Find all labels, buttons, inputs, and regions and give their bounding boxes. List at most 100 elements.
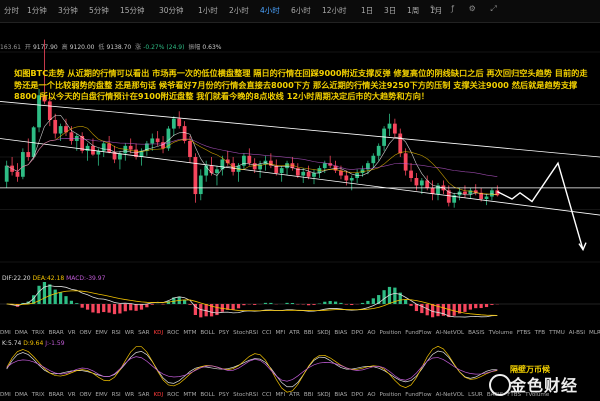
timeframe-3[interactable]: 5分钟 [89, 6, 109, 15]
indicator-tab-brar[interactable]: BRAR [48, 330, 64, 336]
indicator-tab-skdj[interactable]: SKDJ [317, 392, 331, 398]
indicator-tab-psy[interactable]: PSY [218, 392, 230, 398]
indicator-tab-bias[interactable]: BIAS [334, 330, 348, 336]
indicator-tab-psy[interactable]: PSY [218, 330, 230, 336]
indicator-tab-fundflow[interactable]: FundFlow [405, 392, 432, 398]
candle-body [112, 152, 117, 160]
timeframe-2[interactable]: 3分钟 [58, 6, 78, 15]
timeframe-13[interactable]: 1周 [407, 6, 420, 15]
indicator-tab-rsi[interactable]: RSI [111, 392, 121, 398]
indicator-tab-stochrsi[interactable]: StochRSI [233, 330, 258, 336]
candle-body [274, 165, 279, 174]
indicator-tab-emv[interactable]: EMV [95, 330, 108, 336]
macd-dif-label: DIF: [2, 275, 14, 282]
indicator-tab-mtm[interactable]: MTM [183, 392, 197, 398]
indicator-tab-fundflow[interactable]: FundFlow [405, 330, 432, 336]
indicator-tab-kdj[interactable]: KDJ [153, 330, 164, 336]
indicator-tab-roc[interactable]: ROC [167, 392, 180, 398]
indicator-tab-sar[interactable]: SAR [138, 330, 150, 336]
indicator-tab-trix[interactable]: TRIX [31, 392, 45, 398]
indicator-tab-dma[interactable]: DMA [14, 392, 28, 398]
candle-body [398, 133, 403, 154]
indicator-tab-ai-bsi[interactable]: AI-BSI [568, 330, 586, 336]
candle-body [144, 143, 149, 151]
candle-body [85, 145, 90, 151]
indicator-tab-bias[interactable]: BIAS [334, 392, 348, 398]
indicator-tab-wr[interactable]: WR [124, 330, 135, 336]
indicator-tab-mfi[interactable]: MFI [275, 330, 286, 336]
indicator-tab-roc[interactable]: ROC [167, 330, 180, 336]
moving-average-5 [6, 114, 498, 196]
kdj-d-line [6, 345, 498, 393]
candle-body [339, 170, 343, 176]
indicator-tab-dmi[interactable]: DMI [0, 392, 11, 398]
timeframe-4[interactable]: 15分钟 [120, 6, 145, 15]
indicator-tab-vr[interactable]: VR [67, 392, 76, 398]
timeframe-14[interactable]: 1月 [430, 6, 443, 15]
timeframe-0[interactable]: 分时 [4, 6, 19, 15]
indicator-tab-ao[interactable]: AO [367, 392, 376, 398]
indicator-tab-obv[interactable]: OBV [79, 392, 92, 398]
indicator-tab-kdj[interactable]: KDJ [153, 392, 164, 398]
indicator-tab-dpo[interactable]: DPO [351, 330, 364, 336]
indicator-tab-boll[interactable]: BOLL [200, 392, 215, 398]
kdj-d-label: D: [23, 340, 30, 347]
indicator-tab-skdj[interactable]: SKDJ [317, 330, 331, 336]
indicator-tab-dpo[interactable]: DPO [351, 392, 364, 398]
indicator-tab-emv[interactable]: EMV [95, 392, 108, 398]
indicator-tab-stochrsi[interactable]: StochRSI [233, 392, 258, 398]
indicator-tab-boll[interactable]: BOLL [200, 330, 215, 336]
candle-body [349, 178, 354, 181]
indicator-tab-atr[interactable]: ATR [289, 330, 300, 336]
indicator-tab-mfi[interactable]: MFI [275, 392, 286, 398]
indicator-tab-mlr[interactable]: MLR [589, 330, 600, 336]
toolbar-icons[interactable]: ✎ ƒ ⚙ ⤢ [430, 4, 503, 13]
indicator-tab-sar[interactable]: SAR [138, 392, 150, 398]
indicator-tab-dma[interactable]: DMA [14, 330, 28, 336]
indicator-tab-bbi[interactable]: BBI [303, 392, 314, 398]
timeframe-5[interactable]: 30分钟 [159, 6, 184, 15]
ohlc-low: 9138.70 [106, 44, 132, 51]
indicator-tab-tvolume[interactable]: TVolume [525, 392, 550, 398]
ohlc-low-label: 低 [98, 44, 105, 51]
indicator-tab-ao[interactable]: AO [367, 330, 376, 336]
indicator-tab-obv[interactable]: OBV [79, 330, 92, 336]
kdj-k: 5.74 [7, 340, 22, 347]
indicator-tab-tfb[interactable]: TFB [534, 330, 546, 336]
timeframe-7[interactable]: 2小时 [229, 6, 249, 15]
indicator-tab-vr[interactable]: VR [67, 330, 76, 336]
indicator-tab-ai-netvol[interactable]: AI-NetVOL [435, 392, 465, 398]
indicator-tab-rsi[interactable]: RSI [111, 330, 121, 336]
indicator-tab-ftbs[interactable]: FTBS [516, 330, 531, 336]
indicator-tab-position[interactable]: Position [379, 330, 402, 336]
candle-body [42, 95, 47, 102]
indicator-tab-ai-netvol[interactable]: AI-NetVOL [435, 330, 465, 336]
indicator-tab-mtm[interactable]: MTM [183, 330, 197, 336]
brand-logo-icon [489, 374, 511, 396]
timeframe-6[interactable]: 1小时 [198, 6, 218, 15]
indicator-tab-atr[interactable]: ATR [289, 392, 300, 398]
indicator-tab-basis[interactable]: BASIS [468, 330, 485, 336]
timeframe-11[interactable]: 1日 [361, 6, 374, 15]
timeframe-1[interactable]: 1分钟 [27, 6, 47, 15]
indicator-tab-dmi[interactable]: DMI [0, 330, 11, 336]
candle-body [96, 150, 101, 155]
indicator-tab-cci[interactable]: CCI [262, 330, 272, 336]
indicator-tab-tvolume[interactable]: TVolume [488, 330, 513, 336]
indicator-tab-wr[interactable]: WR [124, 392, 135, 398]
indicator-tab-cci[interactable]: CCI [262, 392, 272, 398]
indicator-tab-position[interactable]: Position [379, 392, 402, 398]
indicator-tab-ttmu[interactable]: TTMU [549, 330, 565, 336]
candle-body [387, 123, 392, 129]
timeframe-12[interactable]: 3日 [384, 6, 397, 15]
indicator-tab-ftbs[interactable]: FTBS [507, 392, 522, 398]
timeframe-8[interactable]: 4小时 [260, 6, 280, 15]
indicator-tab-lsur[interactable]: LSUR [468, 392, 483, 398]
timeframe-toolbar: 分时 1分钟 3分钟 5分钟 15分钟 30分钟 1小时 2小时 4小时 6小时 12小时 1日 3日 1… [0, 0, 600, 23]
indicator-tab-trix[interactable]: TRIX [31, 330, 45, 336]
timeframe-10[interactable]: 12小时 [322, 6, 347, 15]
indicator-tab-bbi[interactable]: BBI [303, 330, 314, 336]
timeframe-9[interactable]: 6小时 [291, 6, 311, 15]
indicator-tab-brar[interactable]: BRAR [48, 392, 64, 398]
